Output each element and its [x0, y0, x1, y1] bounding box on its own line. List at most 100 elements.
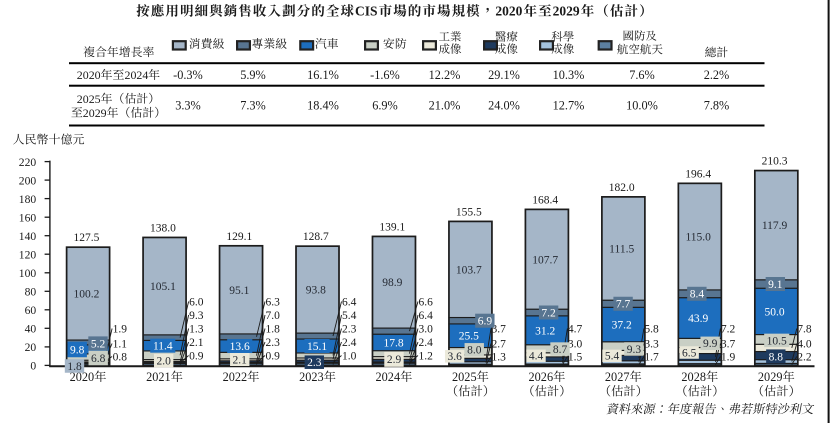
svg-text:2025: 2025: [452, 370, 477, 384]
svg-text:18.4%: 18.4%: [307, 98, 339, 112]
svg-text:-0.3%: -0.3%: [173, 68, 203, 82]
svg-text:7.2: 7.2: [541, 307, 556, 319]
svg-text:2.3: 2.3: [342, 324, 357, 336]
svg-text:160: 160: [19, 212, 37, 225]
svg-text:25.5: 25.5: [459, 331, 479, 343]
svg-text:2023: 2023: [299, 370, 324, 384]
svg-text:7.7: 7.7: [616, 299, 631, 311]
svg-text:1.1: 1.1: [113, 339, 128, 351]
svg-text:9.3: 9.3: [627, 344, 642, 356]
svg-text:0.9: 0.9: [189, 351, 204, 363]
svg-text:31.2: 31.2: [535, 325, 555, 337]
svg-text:9.9: 9.9: [703, 338, 718, 350]
svg-text:CIS: CIS: [355, 4, 378, 19]
svg-text:155.5: 155.5: [456, 206, 482, 218]
svg-text:6.4: 6.4: [342, 297, 357, 309]
svg-text:220: 220: [19, 156, 37, 169]
svg-text:105.1: 105.1: [150, 281, 176, 293]
svg-text:9.8: 9.8: [70, 344, 85, 356]
svg-text:1.5: 1.5: [568, 352, 583, 364]
svg-text:2020: 2020: [77, 68, 101, 82]
svg-text:3.7: 3.7: [492, 324, 507, 336]
svg-text:7.0: 7.0: [266, 310, 281, 322]
svg-text:8.0: 8.0: [467, 345, 482, 357]
svg-text:6.3: 6.3: [266, 297, 281, 309]
svg-text:43.9: 43.9: [688, 313, 708, 325]
svg-text:95.1: 95.1: [229, 285, 249, 297]
svg-text:8.4: 8.4: [690, 289, 705, 301]
svg-text:37.2: 37.2: [612, 320, 632, 332]
svg-text:6.9%: 6.9%: [372, 98, 398, 112]
svg-text:7.6%: 7.6%: [629, 68, 655, 82]
svg-text:20: 20: [25, 341, 37, 354]
svg-text:7.3%: 7.3%: [240, 98, 266, 112]
svg-text:5.4: 5.4: [605, 351, 620, 363]
svg-text:200: 200: [19, 174, 37, 187]
svg-text:2.3: 2.3: [266, 337, 281, 349]
svg-text:168.4: 168.4: [532, 194, 558, 206]
svg-text:2.1: 2.1: [233, 354, 248, 366]
svg-text:40: 40: [25, 323, 37, 336]
svg-text:5.9%: 5.9%: [240, 68, 266, 82]
svg-text:93.8: 93.8: [306, 285, 326, 297]
svg-text:115.0: 115.0: [685, 232, 711, 244]
svg-text:1.7: 1.7: [644, 352, 659, 364]
svg-text:7.2: 7.2: [721, 324, 736, 336]
svg-text:1.8: 1.8: [67, 361, 82, 373]
svg-text:1.0: 1.0: [342, 351, 357, 363]
svg-text:2.4: 2.4: [419, 337, 434, 349]
svg-text:6.5: 6.5: [682, 347, 697, 359]
svg-text:80: 80: [25, 286, 37, 299]
svg-text:2.4: 2.4: [342, 337, 357, 349]
svg-text:2029: 2029: [553, 4, 580, 19]
svg-text:12.2%: 12.2%: [429, 68, 461, 82]
svg-text:4.0: 4.0: [797, 339, 812, 351]
svg-text:2.2%: 2.2%: [704, 68, 730, 82]
svg-text:12.7%: 12.7%: [553, 98, 585, 112]
svg-text:139.1: 139.1: [379, 221, 405, 233]
svg-text:2.2: 2.2: [797, 352, 812, 364]
svg-text:2025: 2025: [77, 92, 101, 106]
svg-text:2021: 2021: [146, 370, 171, 384]
svg-text:0.9: 0.9: [266, 351, 281, 363]
svg-text:1.8: 1.8: [266, 324, 281, 336]
svg-text:140: 140: [19, 230, 37, 243]
svg-text:1.3: 1.3: [492, 352, 507, 364]
svg-text:2022: 2022: [223, 370, 248, 384]
svg-text:3.0: 3.0: [568, 339, 583, 351]
svg-text:111.5: 111.5: [609, 244, 634, 256]
svg-text:6.0: 6.0: [189, 297, 204, 309]
svg-text:1.2: 1.2: [419, 351, 434, 363]
svg-text:5.2: 5.2: [91, 338, 106, 350]
svg-text:3.6: 3.6: [448, 351, 463, 363]
svg-text:107.7: 107.7: [532, 254, 558, 266]
svg-text:10.0%: 10.0%: [626, 98, 658, 112]
svg-text:128.7: 128.7: [303, 231, 329, 243]
svg-text:127.5: 127.5: [73, 232, 99, 244]
svg-text:2024: 2024: [125, 68, 149, 82]
svg-text:138.0: 138.0: [150, 223, 176, 235]
svg-text:180: 180: [19, 193, 37, 206]
svg-text:4.7: 4.7: [568, 324, 583, 336]
svg-text:2020: 2020: [70, 370, 95, 384]
svg-text:1.3: 1.3: [189, 324, 204, 336]
svg-text:8.8: 8.8: [769, 351, 784, 363]
svg-text:7.8%: 7.8%: [704, 98, 730, 112]
svg-text:103.7: 103.7: [456, 265, 482, 277]
svg-text:4.4: 4.4: [529, 351, 544, 363]
svg-text:2029: 2029: [83, 106, 107, 120]
svg-text:2026: 2026: [529, 370, 554, 384]
svg-text:17.8: 17.8: [383, 337, 403, 349]
svg-text:2.3: 2.3: [307, 357, 322, 369]
svg-text:10.5: 10.5: [767, 335, 787, 347]
svg-text:0.8: 0.8: [113, 352, 128, 364]
svg-text:15.1: 15.1: [307, 341, 327, 353]
svg-text:2028: 2028: [681, 370, 706, 384]
svg-text:16.1%: 16.1%: [307, 68, 339, 82]
svg-text:129.1: 129.1: [226, 231, 252, 243]
svg-text:6.8: 6.8: [91, 353, 106, 365]
svg-text:2.9: 2.9: [387, 354, 402, 366]
svg-text:29.1%: 29.1%: [488, 68, 520, 82]
svg-text:117.9: 117.9: [762, 220, 788, 232]
svg-text:98.9: 98.9: [382, 277, 402, 289]
